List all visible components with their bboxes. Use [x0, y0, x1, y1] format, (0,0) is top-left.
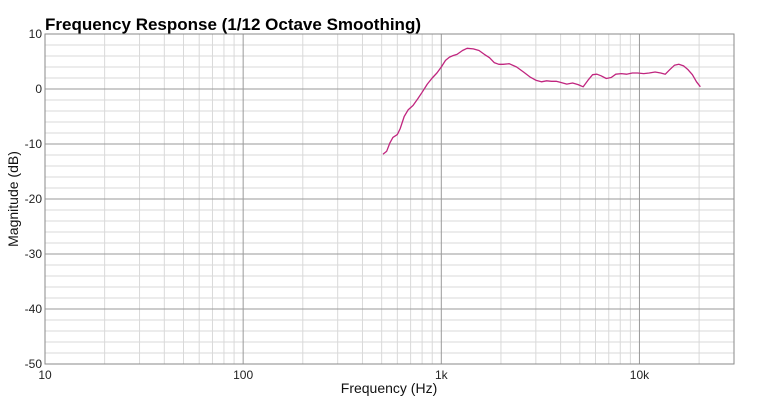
- y-tick-label: -10: [25, 137, 43, 151]
- y-tick-label: -20: [25, 192, 43, 206]
- x-tick-label: 10: [38, 368, 52, 382]
- series-layer: [382, 47, 701, 155]
- plot-frame: [44, 33, 735, 365]
- x-axis-label: Frequency (Hz): [341, 380, 437, 396]
- y-tick-label: -30: [25, 247, 43, 261]
- y-tick-label: -40: [25, 302, 43, 316]
- series-line: [382, 47, 701, 155]
- y-axis-label: Magnitude (dB): [5, 151, 21, 247]
- x-tick-label: 10k: [630, 368, 650, 382]
- x-tick-label: 1k: [435, 368, 449, 382]
- y-tick-label: 10: [29, 27, 43, 41]
- y-tick-label: 0: [35, 82, 42, 96]
- y-tick-label: -50: [25, 357, 43, 371]
- x-tick-label: 100: [233, 368, 253, 382]
- chart-title: Frequency Response (1/12 Octave Smoothin…: [45, 15, 421, 34]
